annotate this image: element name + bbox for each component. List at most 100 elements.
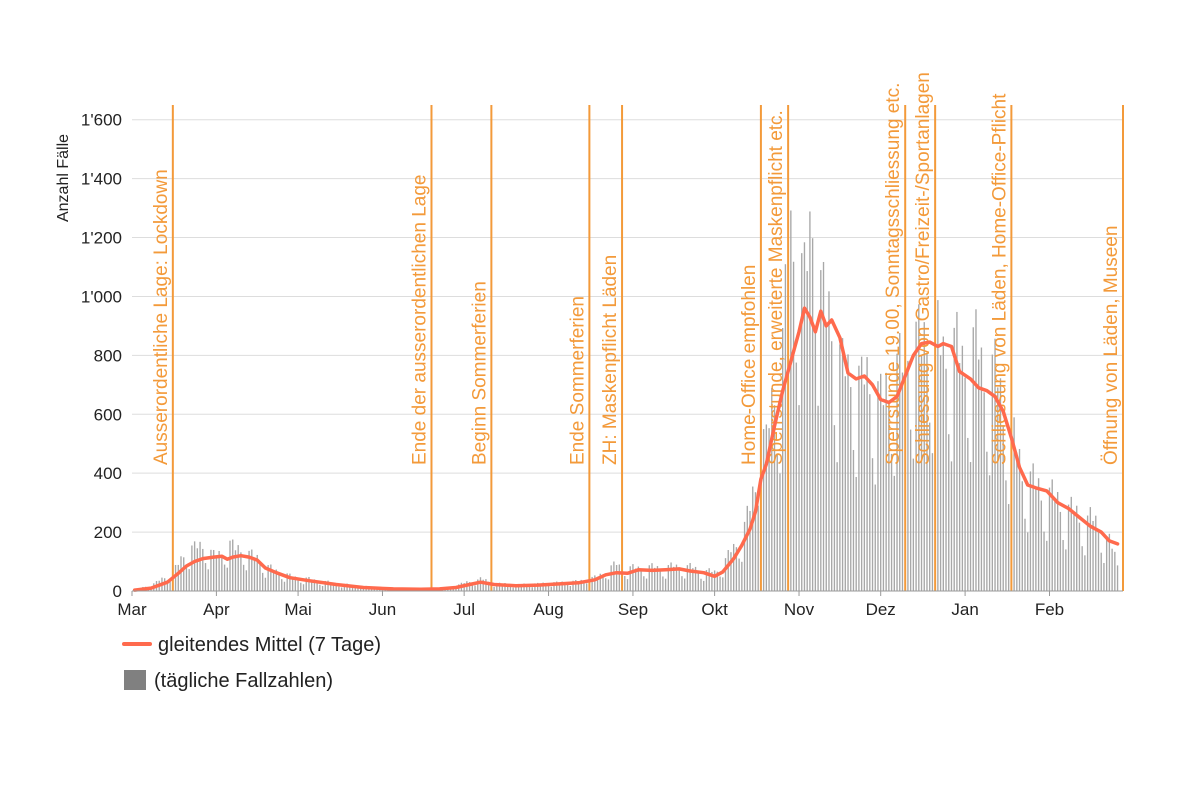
daily-bar [831,341,833,591]
event-label-3: Ende Sommerferien [567,296,588,465]
daily-bar [678,569,680,591]
daily-bar [267,565,269,591]
daily-bar [281,579,283,591]
daily-bar [196,548,199,591]
daily-bar [1013,417,1015,591]
daily-bar [509,586,512,591]
daily-bar [1100,552,1102,591]
daily-bar [357,587,359,591]
axes: 0 200 400 600 800 1'000 1'200 1'400 1'600 Mar Apr M… [81,111,1123,619]
daily-bar [1062,540,1064,591]
y-tick-label: 400 [94,464,122,483]
daily-bar [610,565,612,591]
daily-bar [256,554,258,591]
daily-bar [953,327,955,591]
daily-bar [316,581,318,591]
daily-bar [531,587,533,591]
daily-bar [471,584,473,591]
daily-bar [297,579,299,591]
daily-bar [681,576,683,591]
daily-bar [885,372,887,591]
daily-bar [1046,540,1048,591]
daily-bar [349,585,351,591]
daily-bar [850,387,852,591]
daily-bar [624,576,626,591]
daily-bar [858,365,860,591]
daily-bar [912,458,915,591]
daily-bar [272,570,275,591]
daily-bar [215,556,218,591]
daily-bar [991,354,993,591]
daily-bar [820,270,822,591]
daily-bar [248,550,250,591]
x-tick-label: Dez [866,600,896,619]
daily-bar [673,566,675,591]
daily-bar [782,328,784,591]
daily-bar [327,580,329,591]
daily-bar [234,550,237,591]
daily-bar [997,387,999,591]
daily-bar [972,327,974,591]
daily-bar [656,566,659,591]
daily-bar [806,271,808,591]
x-tick-label: Mai [284,600,311,619]
daily-bar [969,462,972,591]
daily-bar [512,587,514,591]
daily-bar [727,550,729,591]
daily-bar [1089,507,1092,591]
daily-bar [294,576,297,591]
daily-bar [223,564,226,591]
daily-bar [561,581,563,591]
x-tick-label: Nov [784,600,815,619]
daily-bar [183,557,185,591]
daily-bar [645,578,648,591]
daily-bar [703,580,705,591]
daily-bar [275,569,277,591]
daily-bar [547,585,550,591]
event-label-8: Schliessung von Gastro/Freizeit-/Sportan… [913,72,934,465]
daily-bar [311,579,313,591]
x-tick-label: Sep [618,600,648,619]
daily-bar [882,405,885,591]
daily-bar [477,579,479,591]
legend: gleitendes Mittel (7 Tage) (tägliche Fal… [122,634,381,692]
daily-bar [983,392,985,591]
daily-bar [1073,512,1075,591]
daily-bar [694,566,697,591]
daily-bar [771,387,773,591]
daily-bar [1051,479,1053,591]
daily-bar [520,584,522,591]
daily-bar [1105,536,1108,591]
daily-bar [324,580,326,591]
daily-bar [515,584,517,591]
daily-bar [291,577,294,591]
daily-bar [893,475,895,591]
daily-bar [773,405,776,591]
daily-bar [338,586,340,591]
daily-bar [536,582,539,591]
daily-bar [999,378,1002,591]
daily-bar [498,582,501,591]
y-tick-label: 0 [113,582,122,601]
daily-bar [575,580,577,591]
daily-bar [504,583,506,591]
daily-bar [507,584,509,591]
daily-bar [330,582,332,591]
daily-bar [822,261,825,591]
daily-bar [340,587,343,591]
daily-bar [901,372,904,591]
daily-bar [888,400,890,591]
daily-bar [683,578,686,591]
daily-bar [1048,487,1051,591]
daily-bar [958,363,961,591]
daily-bar [479,577,482,591]
daily-bar [193,541,196,591]
x-tick-label: Apr [203,600,230,619]
daily-bar [1076,505,1078,591]
daily-bar [542,582,544,591]
daily-bar [264,577,267,591]
daily-bar [956,311,958,591]
daily-bar [937,300,939,591]
daily-bar [343,583,346,591]
daily-bar [855,476,857,591]
